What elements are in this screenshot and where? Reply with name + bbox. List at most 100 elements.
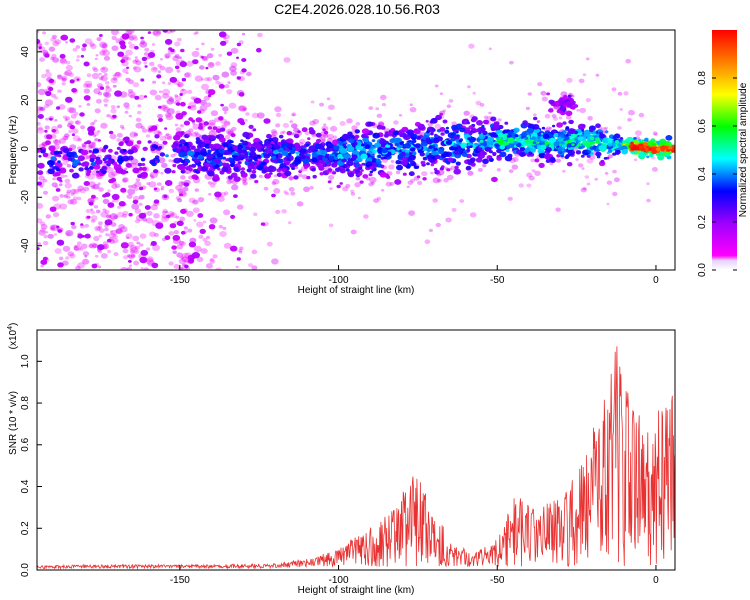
heatmap-cell bbox=[299, 148, 307, 154]
heatmap-cell bbox=[238, 249, 243, 253]
heatmap-cell bbox=[471, 127, 476, 131]
heatmap-cell bbox=[138, 212, 147, 219]
heatmap-cell bbox=[92, 148, 100, 154]
heatmap-cell bbox=[98, 228, 105, 233]
heatmap-cell bbox=[40, 148, 46, 154]
heatmap-cell bbox=[256, 112, 265, 119]
heatmap-cell bbox=[140, 157, 146, 162]
heatmap-cell bbox=[421, 171, 428, 177]
heatmap-cell bbox=[242, 181, 248, 186]
heatmap-cell bbox=[50, 56, 55, 61]
heatmap-cell bbox=[315, 132, 322, 138]
heatmap-cell bbox=[193, 219, 197, 222]
heatmap-cell bbox=[607, 138, 612, 142]
heatmap-cell bbox=[365, 157, 373, 163]
heatmap-cell bbox=[290, 191, 296, 196]
y-tick-label: 0.0 bbox=[20, 563, 31, 577]
heatmap-cell bbox=[282, 130, 286, 134]
heatmap-cell bbox=[100, 66, 109, 73]
heatmap-cell bbox=[425, 138, 430, 141]
heatmap-cell bbox=[393, 120, 399, 125]
heatmap-cell bbox=[261, 161, 267, 166]
heatmap-cell bbox=[239, 246, 244, 251]
heatmap-cell bbox=[71, 172, 80, 179]
heatmap-cell bbox=[158, 145, 163, 150]
heatmap-cell bbox=[71, 133, 75, 136]
heatmap-cell bbox=[42, 51, 50, 58]
heatmap-cell bbox=[184, 133, 189, 137]
heatmap-cell bbox=[37, 122, 41, 126]
heatmap-cell bbox=[213, 143, 221, 149]
heatmap-cell bbox=[465, 166, 471, 171]
heatmap-cell bbox=[371, 181, 375, 185]
heatmap-cell bbox=[359, 180, 364, 184]
heatmap-cell bbox=[374, 142, 381, 148]
heatmap-cell bbox=[177, 188, 184, 194]
heatmap-cell bbox=[131, 203, 140, 210]
heatmap-cell bbox=[222, 142, 229, 148]
heatmap-cell bbox=[70, 114, 77, 119]
heatmap-cell bbox=[158, 90, 163, 93]
heatmap-cell bbox=[108, 172, 116, 179]
heatmap-cell bbox=[98, 76, 104, 81]
heatmap-cell bbox=[366, 161, 372, 165]
heatmap-cell bbox=[162, 30, 168, 33]
heatmap-cell bbox=[179, 124, 184, 128]
heatmap-cell bbox=[354, 182, 361, 188]
heatmap-cell bbox=[193, 153, 199, 158]
heatmap-cell bbox=[107, 215, 112, 218]
heatmap-cell bbox=[218, 31, 227, 38]
heatmap-cell bbox=[154, 94, 162, 101]
heatmap-cell bbox=[177, 84, 181, 87]
heatmap-cell bbox=[553, 141, 560, 147]
heatmap-cell bbox=[37, 82, 42, 88]
heatmap-cell bbox=[105, 233, 109, 237]
heatmap-cell bbox=[96, 83, 104, 88]
heatmap-cell bbox=[187, 89, 193, 94]
heatmap-cell bbox=[95, 209, 101, 214]
heatmap-cell bbox=[179, 61, 187, 68]
heatmap-cell bbox=[168, 211, 175, 216]
heatmap-cell bbox=[306, 175, 311, 180]
heatmap-cell bbox=[69, 144, 77, 150]
heatmap-cell bbox=[165, 114, 174, 121]
heatmap-cell bbox=[51, 34, 58, 39]
heatmap-cell bbox=[172, 163, 177, 168]
heatmap-cell bbox=[79, 247, 84, 251]
heatmap-cell bbox=[183, 182, 190, 187]
colorbar-tick-label: 0.0 bbox=[697, 263, 708, 277]
heatmap-cell bbox=[226, 121, 230, 125]
heatmap-cell bbox=[129, 94, 135, 99]
heatmap-cell bbox=[104, 103, 108, 107]
heatmap-cell bbox=[219, 231, 227, 237]
heatmap-cell bbox=[380, 94, 387, 101]
heatmap-cell bbox=[291, 123, 298, 129]
heatmap-cell bbox=[230, 214, 236, 219]
heatmap-cell bbox=[453, 134, 460, 140]
heatmap-cell bbox=[220, 40, 227, 46]
heatmap-cell bbox=[114, 90, 123, 97]
heatmap-cell bbox=[428, 228, 433, 233]
heatmap-cell bbox=[488, 47, 492, 51]
heatmap-cell bbox=[94, 108, 101, 114]
heatmap-cell bbox=[339, 168, 346, 174]
heatmap-cell bbox=[92, 121, 96, 125]
heatmap-cell bbox=[638, 112, 645, 118]
heatmap-cell bbox=[430, 163, 435, 167]
heatmap-cell bbox=[97, 139, 101, 142]
heatmap-cell bbox=[265, 148, 272, 154]
heatmap-cell bbox=[298, 170, 302, 174]
heatmap-cell bbox=[402, 172, 407, 176]
heatmap-cell bbox=[390, 160, 395, 163]
heatmap-cell bbox=[149, 61, 155, 67]
heatmap-cell bbox=[375, 107, 380, 111]
heatmap-cell bbox=[223, 36, 227, 40]
heatmap-cell bbox=[339, 121, 346, 126]
heatmap-cell bbox=[205, 66, 209, 70]
heatmap-cell bbox=[112, 234, 118, 239]
heatmap-cell bbox=[548, 133, 553, 138]
heatmap-cell bbox=[141, 42, 145, 45]
heatmap-cell bbox=[166, 108, 175, 115]
heatmap-cell bbox=[187, 105, 192, 109]
heatmap-cell bbox=[282, 123, 289, 128]
